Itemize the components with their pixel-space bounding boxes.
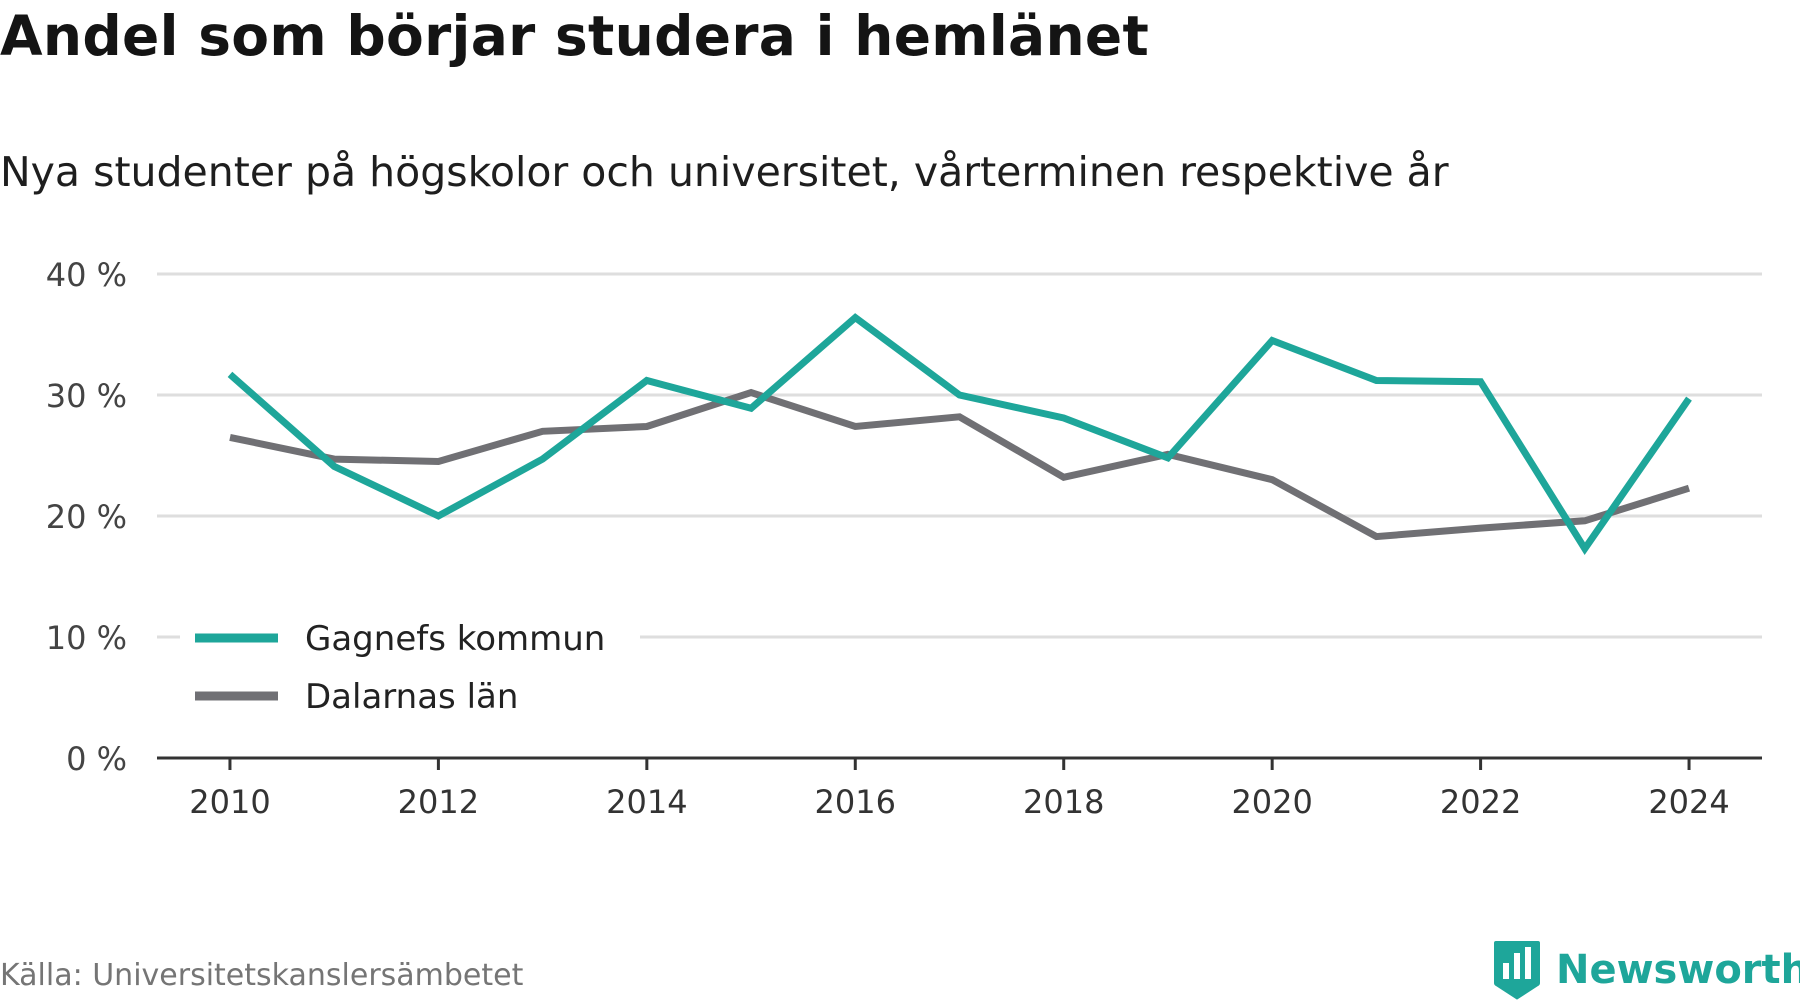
legend-background	[180, 606, 640, 732]
x-tick-label: 2022	[1440, 783, 1521, 821]
brand-name: Newsworthy	[1556, 947, 1800, 993]
page-title: Andel som börjar studera i hemlänet	[0, 4, 1150, 68]
series-line-0	[227, 313, 1692, 556]
x-tick-label: 2014	[606, 783, 687, 821]
x-tick-label: 2016	[815, 783, 896, 821]
x-axis-tick-labels: 2010 2012 2014 2016 2018 2020 2022 2024	[189, 783, 1730, 821]
grid-lines	[157, 272, 1762, 639]
legend-label: Dalarnas län	[305, 677, 518, 717]
x-tick-label: 2020	[1231, 783, 1312, 821]
legend: Gagnefs kommun Dalarnas län	[180, 606, 640, 732]
y-axis-tick-labels: 0 % 10 % 20 % 30 % 40 %	[46, 256, 127, 778]
source-note: Källa: Universitetskanslersämbetet	[0, 958, 524, 993]
y-tick-label: 0 %	[66, 740, 127, 778]
page-subtitle: Nya studenter på högskolor och universit…	[0, 148, 1449, 196]
legend-label: Gagnefs kommun	[305, 619, 605, 659]
x-tick-label: 2018	[1023, 783, 1104, 821]
y-tick-label: 30 %	[46, 377, 127, 415]
x-tick-label: 2024	[1648, 783, 1729, 821]
y-tick-label: 10 %	[46, 619, 127, 657]
x-axis	[157, 756, 1762, 770]
x-tick-label: 2010	[189, 783, 270, 821]
brand-logo: Newsworthy	[1492, 935, 1800, 1005]
newsworthy-logo-icon	[1494, 941, 1540, 1000]
series-line-1	[229, 388, 1691, 541]
x-tick-label: 2012	[398, 783, 479, 821]
y-tick-label: 20 %	[46, 498, 127, 536]
series-lines	[227, 313, 1692, 556]
y-tick-label: 40 %	[46, 256, 127, 294]
